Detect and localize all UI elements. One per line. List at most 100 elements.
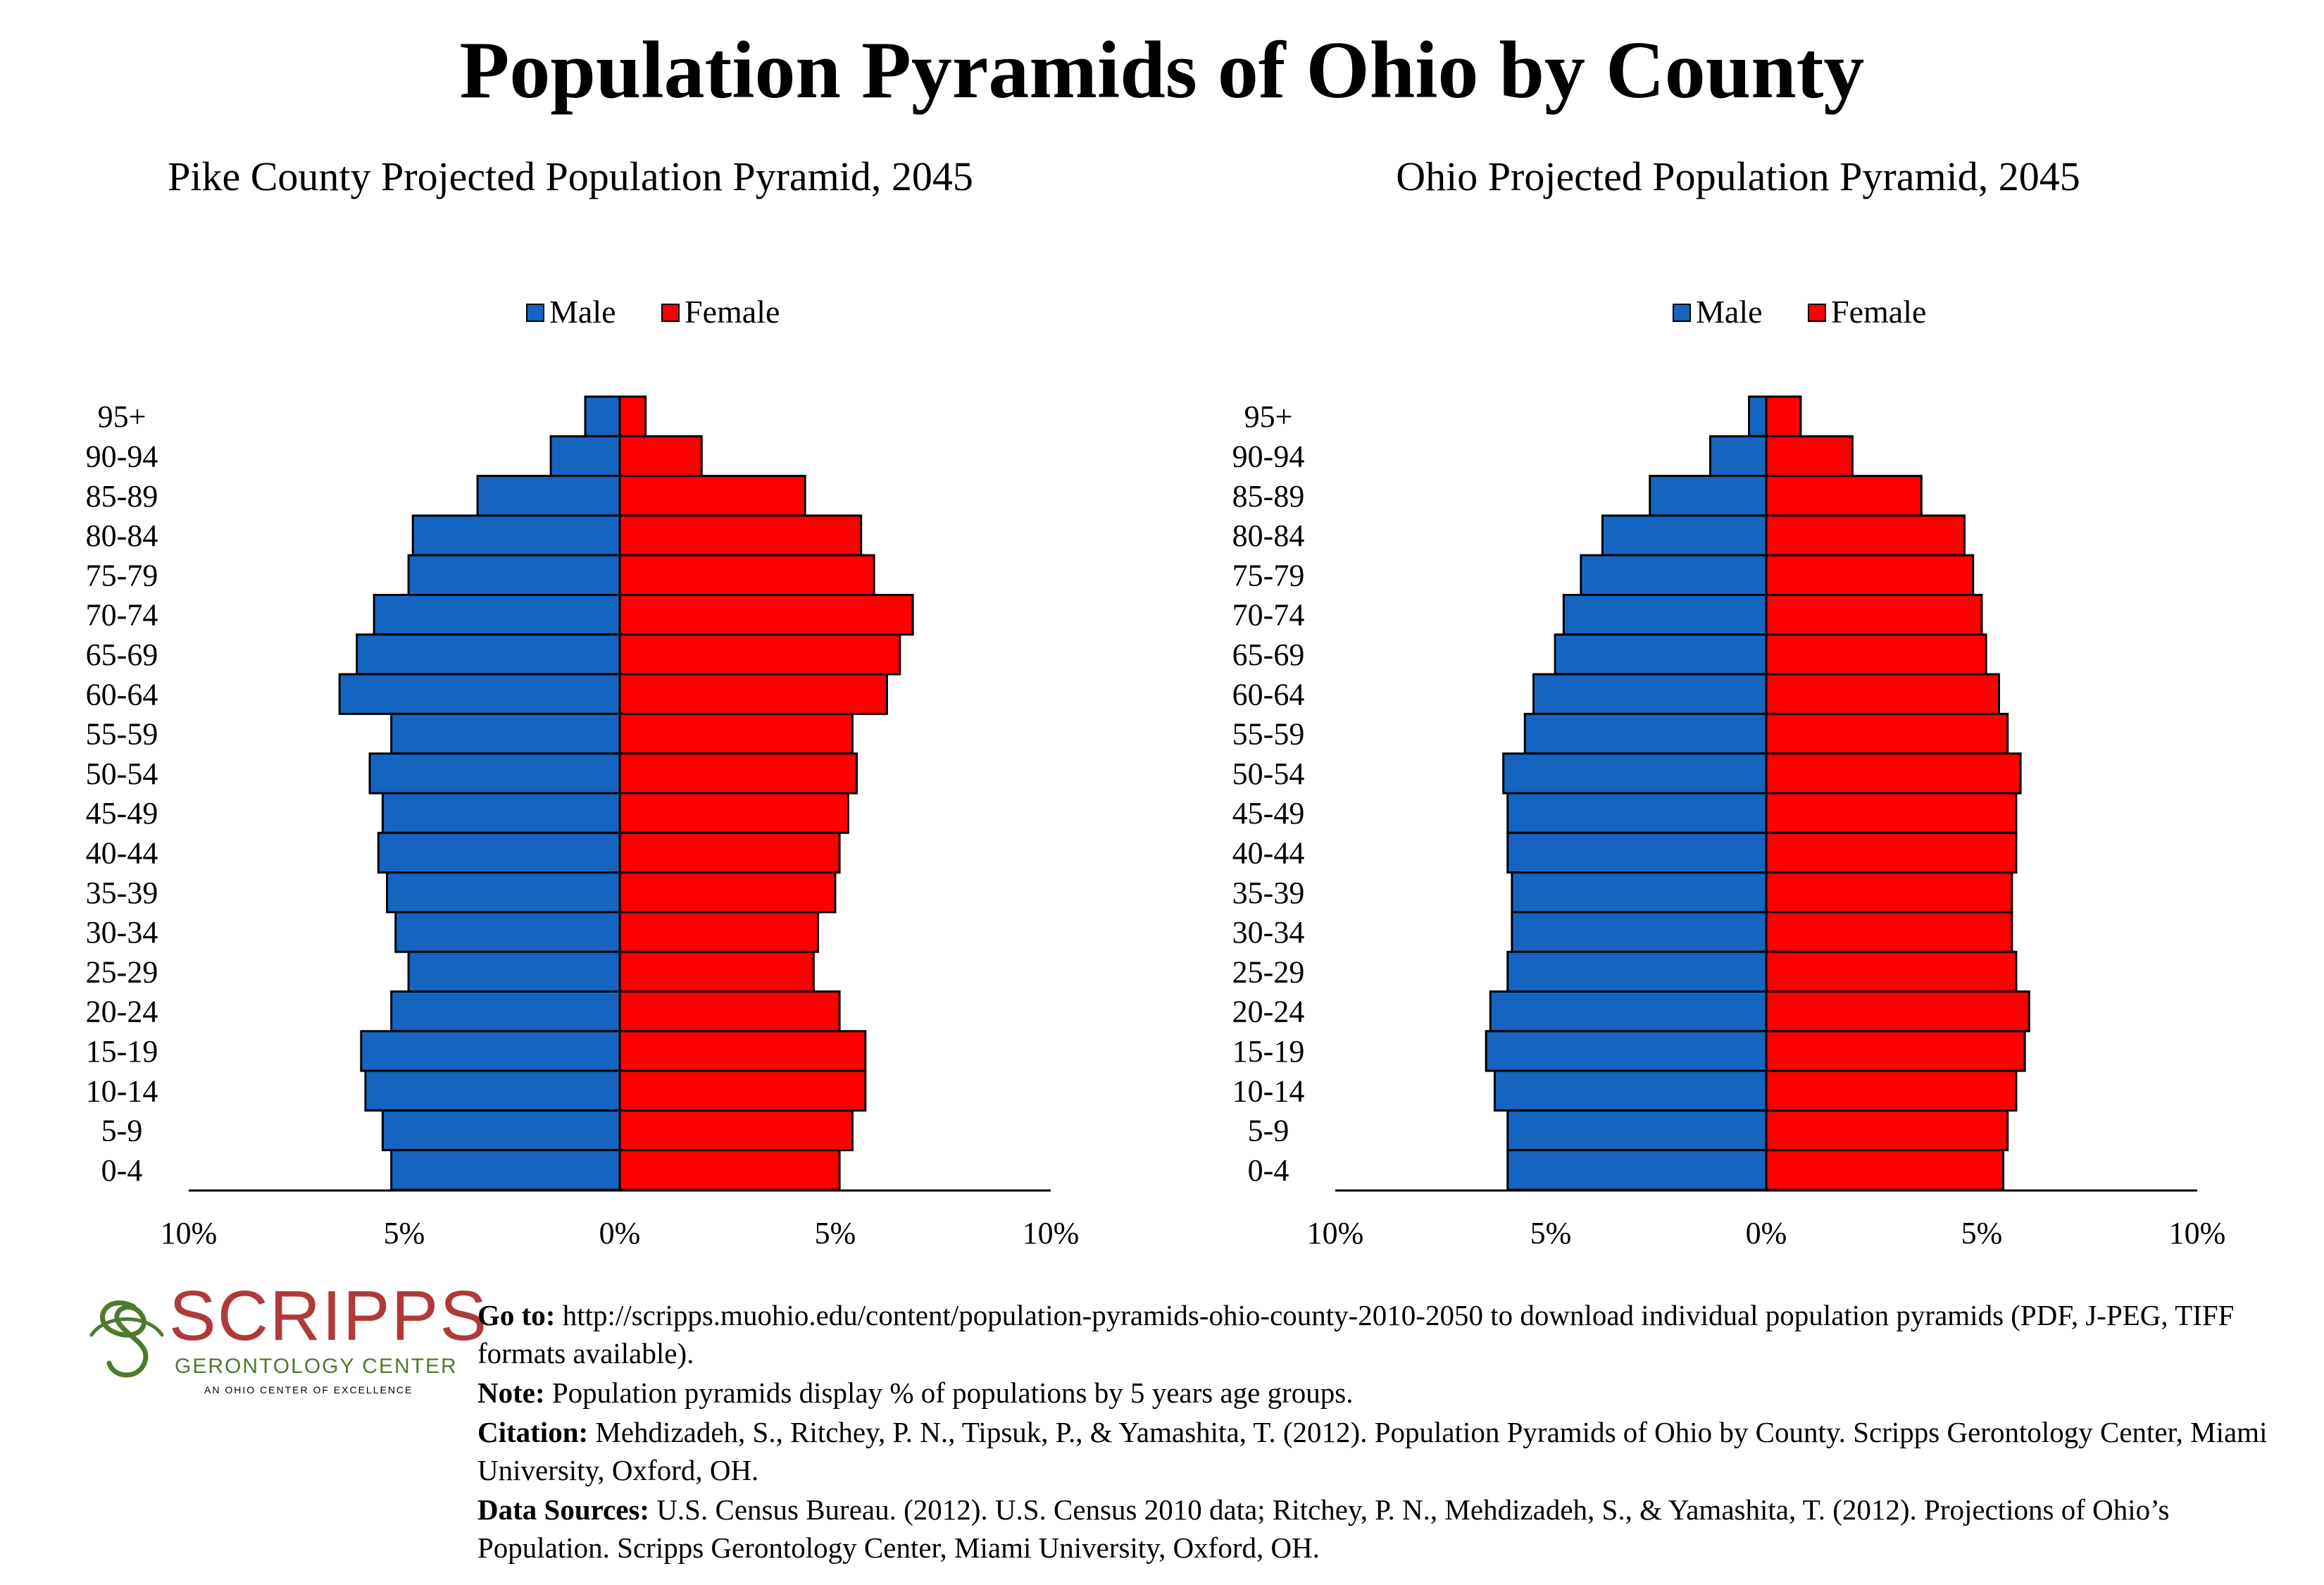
chart2-bar-male-55-59 [1523,712,1768,755]
chart1-bar-male-40-44 [377,831,621,874]
chart2-age-label-85-89: 85-89 [1232,479,1305,514]
chart2-bar-female-75-79 [1765,554,1975,597]
chart2-bar-male-15-19 [1485,1030,1768,1072]
chart2-age-label-35-39: 35-39 [1232,876,1305,910]
chart2-age-label-25-29: 25-29 [1232,955,1305,989]
scripps-swirl-icon [89,1300,164,1378]
chart1-bar-male-85-89 [476,475,621,517]
chart2-bar-male-75-79 [1580,554,1768,597]
chart1-age-label-45-49: 45-49 [86,796,158,831]
chart2-bar-male-60-64 [1532,673,1768,715]
chart1-age-label-40-44: 40-44 [86,835,158,870]
logo-subtitle: GERONTOLOGY CENTER [175,1355,458,1378]
chart2-bar-male-95+ [1748,395,1768,437]
chart1-legend-female-swatch [661,304,680,322]
note-note: Note: Population pyramids display % of p… [477,1376,1354,1409]
goto-note: Go to: http://scripps.muohio.edu/content… [477,1299,2235,1369]
scripps-logo: SCRIPPS GERONTOLOGY CENTER AN OHIO CENTE… [85,1277,487,1398]
chart1-bar-female-55-59 [618,712,854,755]
chart1-bar-female-65-69 [618,633,901,676]
chart1-bar-female-0-4 [618,1149,841,1191]
chart1-bar-female-5-9 [618,1109,854,1152]
chart2-bar-female-30-34 [1765,911,2013,953]
chart1-tick-label-1: 5% [384,1216,425,1250]
chart2-legend-female-label: Female [1831,294,1926,330]
chart1-bar-female-45-49 [618,792,849,834]
chart1-bar-female-30-34 [618,911,820,953]
chart2-age-label-95+: 95+ [1244,399,1293,434]
chart1-bar-male-0-4 [390,1149,621,1191]
chart1-age-label-75-79: 75-79 [86,558,158,592]
chart2-bar-female-90-94 [1765,435,1854,478]
chart1-bar-female-25-29 [618,950,815,993]
chart2-bar-male-25-29 [1506,950,1768,993]
chart1-bar-female-40-44 [618,831,841,874]
chart1-age-label-90-94: 90-94 [86,439,158,473]
chart1-bar-male-10-14 [364,1069,621,1112]
chart2-tick-label-0: 10% [1307,1216,1364,1250]
chart2-bar-male-45-49 [1506,792,1768,834]
chart1-bar-female-50-54 [618,752,858,795]
chart2-bar-male-10-14 [1493,1069,1768,1112]
pyramid-charts: Pike County Projected Population Pyramid… [86,154,2226,1250]
chart2-age-label-90-94: 90-94 [1232,439,1305,473]
chart1-bar-female-35-39 [618,871,837,914]
chart2-age-label-65-69: 65-69 [1232,638,1305,672]
chart1-bar-female-15-19 [618,1030,867,1072]
chart1-tick-label-2: 0% [599,1216,641,1250]
chart1-bar-female-80-84 [618,514,863,557]
chart2-bar-female-20-24 [1765,990,2030,1033]
chart1-age-label-20-24: 20-24 [86,995,158,1029]
chart1-bar-male-95+ [584,395,621,437]
chart2-age-label-40-44: 40-44 [1232,835,1305,870]
chart2-bar-female-40-44 [1765,831,2018,874]
sources-note: Data Sources: U.S. Census Bureau. (2012)… [477,1493,2170,1564]
chart2-bar-female-65-69 [1765,633,1987,676]
chart1-age-label-80-84: 80-84 [86,518,158,553]
chart2-bar-male-5-9 [1506,1109,1768,1152]
chart2-legend-female-swatch [1808,304,1826,322]
chart1-tick-label-0: 10% [161,1216,218,1250]
chart1-bar-male-65-69 [356,633,621,676]
chart1-bar-male-45-49 [381,792,621,834]
chart1-age-label-85-89: 85-89 [86,479,158,514]
chart2-bar-male-35-39 [1511,871,1768,914]
chart1-bar-male-25-29 [407,950,621,993]
chart1-age-label-70-74: 70-74 [86,598,158,633]
chart1-age-label-30-34: 30-34 [86,915,158,950]
chart1-age-label-5-9: 5-9 [101,1114,143,1148]
chart1-tick-label-3: 5% [815,1216,856,1250]
chart1-bar-male-60-64 [338,673,621,715]
chart1-age-label-0-4: 0-4 [101,1153,143,1188]
chart1-bar-male-35-39 [386,871,621,914]
chart1-bar-male-20-24 [390,990,621,1033]
chart1-tick-label-4: 10% [1023,1216,1080,1250]
chart2-tick-label-2: 0% [1746,1216,1787,1250]
chart1-bar-female-95+ [618,395,647,437]
chart2-bar-female-70-74 [1765,594,1983,636]
chart2-bar-male-40-44 [1506,831,1768,874]
chart2-bar-female-60-64 [1765,673,2000,715]
chart1-age-label-95+: 95+ [98,399,146,434]
chart1-bar-female-60-64 [618,673,888,715]
chart2-bar-female-35-39 [1765,871,2013,914]
chart2-bar-female-95+ [1765,395,1802,437]
chart2-age-label-80-84: 80-84 [1232,518,1305,553]
chart2-bar-female-45-49 [1765,792,2018,834]
chart1-bar-male-90-94 [549,435,621,478]
chart2-age-label-20-24: 20-24 [1232,995,1305,1029]
chart2-age-label-55-59: 55-59 [1232,717,1305,752]
chart1-age-label-35-39: 35-39 [86,876,158,910]
chart2-bar-male-85-89 [1649,475,1768,517]
chart2-age-label-70-74: 70-74 [1232,598,1305,633]
chart2-age-label-75-79: 75-79 [1232,558,1305,592]
chart2-bar-female-5-9 [1765,1109,2009,1152]
chart2-age-label-15-19: 15-19 [1232,1034,1305,1069]
chart1-title: Pike County Projected Population Pyramid… [168,154,973,199]
chart1-age-label-60-64: 60-64 [86,677,158,711]
chart1-bar-male-70-74 [373,594,621,636]
chart2-tick-label-1: 5% [1530,1216,1572,1250]
chart2-legend-male-swatch [1673,304,1691,322]
chart1-bar-male-80-84 [411,514,621,557]
chart2-age-label-60-64: 60-64 [1232,677,1305,711]
